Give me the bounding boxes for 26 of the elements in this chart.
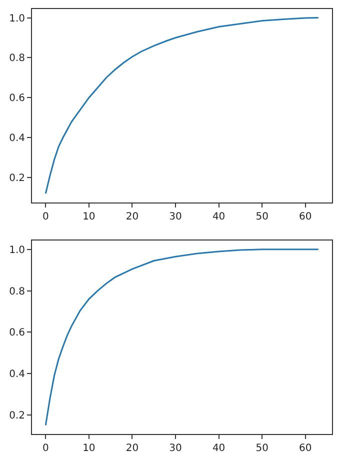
line-series bbox=[44, 17, 320, 194]
line-series bbox=[44, 248, 320, 426]
y-tick-label: 1.0 bbox=[9, 244, 25, 256]
x-tick-label: 0 bbox=[42, 211, 49, 222]
y-tick-label: 0.8 bbox=[9, 53, 25, 64]
x-tick-label: 20 bbox=[126, 211, 139, 222]
y-tick-label: 0.4 bbox=[9, 369, 25, 380]
x-tick-label: 60 bbox=[299, 211, 312, 222]
x-tick-label: 40 bbox=[212, 443, 226, 454]
y-tick-label: 0.6 bbox=[9, 93, 25, 104]
x-tick-label: 40 bbox=[212, 211, 226, 222]
x-tick-label: 50 bbox=[256, 211, 268, 222]
y-tick-label: 1.0 bbox=[9, 13, 25, 24]
y-tick-label: 0.2 bbox=[9, 173, 25, 184]
y-tick-label: 0.8 bbox=[9, 286, 25, 298]
x-tick-label: 30 bbox=[169, 443, 182, 454]
x-tick-label: 50 bbox=[256, 443, 268, 454]
y-tick-label: 0.6 bbox=[9, 328, 25, 339]
x-tick-label: 30 bbox=[169, 211, 182, 222]
x-tick-label: 0 bbox=[42, 443, 49, 454]
y-tick-label: 0.2 bbox=[9, 410, 25, 422]
y-tick-label: 0.4 bbox=[9, 133, 25, 144]
x-tick-label: 10 bbox=[82, 443, 96, 454]
x-tick-label: 20 bbox=[126, 443, 139, 454]
x-tick-label: 60 bbox=[299, 443, 312, 454]
x-tick-label: 10 bbox=[82, 211, 96, 222]
